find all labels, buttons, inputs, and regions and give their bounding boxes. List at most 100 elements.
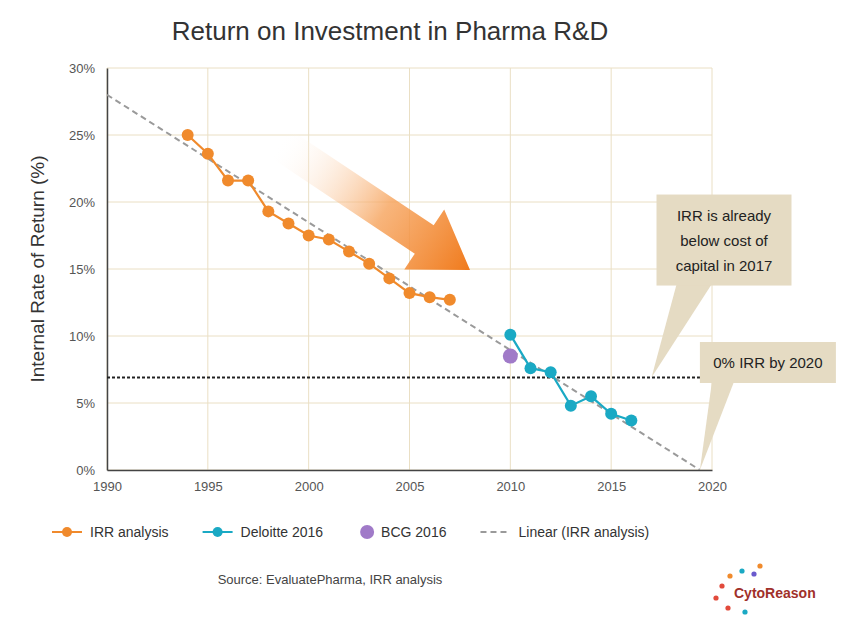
y-tick-label: 25% [69, 128, 95, 143]
x-tick: 2000 [295, 470, 324, 494]
y-tick: 20% [69, 195, 107, 210]
brand-dot [742, 609, 747, 614]
grid-line-y [107, 68, 712, 69]
y-tick-label: 20% [69, 195, 95, 210]
y-tick: 5% [76, 396, 107, 411]
legend-marker [62, 527, 72, 537]
series-marker [262, 205, 274, 217]
source: Source: EvaluatePharma, IRR analysis [218, 572, 443, 587]
brand-dot [713, 595, 718, 600]
y-axis: 0% 5% 10% 15% 20% 25% 30% [69, 61, 108, 478]
brand: CytoReason [713, 563, 815, 614]
series-marker [303, 230, 315, 242]
plot: 1990 1995 2000 2005 2010 2015 2020 0% 5% 10% 15% 20… [69, 61, 727, 495]
series-marker [283, 217, 295, 229]
series-marker [404, 287, 416, 299]
grid-line-y [107, 336, 712, 337]
grid-line-y [107, 202, 712, 203]
legend-item: Linear (IRR analysis) [480, 524, 649, 540]
brand-dot [725, 605, 730, 610]
series-marker [343, 246, 355, 258]
series-marker [525, 362, 537, 374]
grid [107, 68, 712, 470]
callout-box [657, 195, 792, 286]
y-tick: 0% [76, 463, 107, 478]
x-tick: 2020 [698, 470, 727, 494]
brand-dot [719, 583, 724, 588]
x-axis: 1990 1995 2000 2005 2010 2015 2020 [93, 470, 727, 494]
series-marker [222, 175, 234, 187]
brand-name: CytoReason [734, 585, 816, 601]
series-marker [545, 366, 557, 378]
y-tick: 25% [69, 128, 107, 143]
x-tick: 2010 [496, 470, 525, 494]
series-marker [504, 329, 516, 341]
legend-marker [360, 525, 374, 539]
series-marker [503, 349, 518, 364]
chart: Return on Investment in Pharma R&D199019… [0, 0, 862, 618]
y-tick-label: 10% [69, 329, 95, 344]
series-marker [625, 414, 637, 426]
legend-marker [213, 527, 223, 537]
series-marker [242, 175, 254, 187]
y-tick: 10% [69, 329, 107, 344]
title: Return on Investment in Pharma R&D [172, 16, 608, 46]
x-tick: 1990 [93, 470, 122, 494]
series-marker [565, 400, 577, 412]
legend: IRR analysis Deloitte 2016 BCG 2016 Linear … [52, 524, 649, 540]
legend-label: Deloitte 2016 [241, 524, 324, 540]
brand-dot [727, 573, 732, 578]
y-tick-label: 0% [76, 463, 95, 478]
series-line [107, 95, 700, 470]
y-axis-line [107, 69, 109, 471]
x-tick-label: 1995 [194, 479, 223, 494]
x-tick-label: 2005 [396, 479, 425, 494]
decor-arrow [259, 112, 490, 299]
series-marker [605, 408, 617, 420]
brand-dot [757, 563, 762, 568]
callout-text: below cost of [680, 232, 768, 249]
y-tick-label: 30% [69, 61, 95, 76]
y-tick-label: 15% [69, 262, 95, 277]
series-marker [182, 129, 194, 141]
callout-text: IRR is already [677, 207, 772, 224]
series-marker [323, 234, 335, 246]
x-tick: 2005 [396, 470, 425, 494]
grid-line-y [107, 403, 712, 404]
series-marker [202, 148, 214, 160]
legend-line [480, 531, 510, 533]
x-tick-label: 2000 [295, 479, 324, 494]
reference-line [107, 377, 712, 379]
y-axis-title: Internal Rate of Return (%) [27, 155, 48, 382]
x-tick: 2015 [597, 470, 626, 494]
series-marker [424, 291, 436, 303]
data [107, 95, 712, 470]
x-tick-label: 2015 [597, 479, 626, 494]
callout: 0% IRR by 2020 [700, 342, 836, 470]
series-marker [585, 390, 597, 402]
callout-text: capital in 2017 [676, 257, 773, 274]
series-marker [363, 258, 375, 270]
series-marker [383, 272, 395, 284]
series-marker [444, 294, 456, 306]
series-line [510, 335, 631, 421]
legend-label: BCG 2016 [381, 524, 447, 540]
grid-line-y [107, 135, 712, 136]
x-tick: 1995 [194, 470, 223, 494]
x-tick-label: 2020 [698, 479, 727, 494]
y-tick: 30% [69, 61, 107, 76]
legend-item: IRR analysis [52, 524, 169, 540]
x-tick-label: 1990 [93, 479, 122, 494]
grid-line-y [107, 470, 712, 471]
callout-text: 0% IRR by 2020 [713, 354, 822, 371]
legend-label: Linear (IRR analysis) [518, 524, 649, 540]
legend-item: BCG 2016 [360, 524, 447, 540]
grid-line-x [107, 68, 108, 470]
y-tick: 15% [69, 262, 107, 277]
legend-label: IRR analysis [90, 524, 169, 540]
brand-dot [739, 568, 744, 573]
callout-box [700, 342, 836, 383]
callout-tail [700, 382, 734, 470]
legend-item: Deloitte 2016 [203, 524, 324, 540]
x-axis-line [108, 470, 713, 472]
